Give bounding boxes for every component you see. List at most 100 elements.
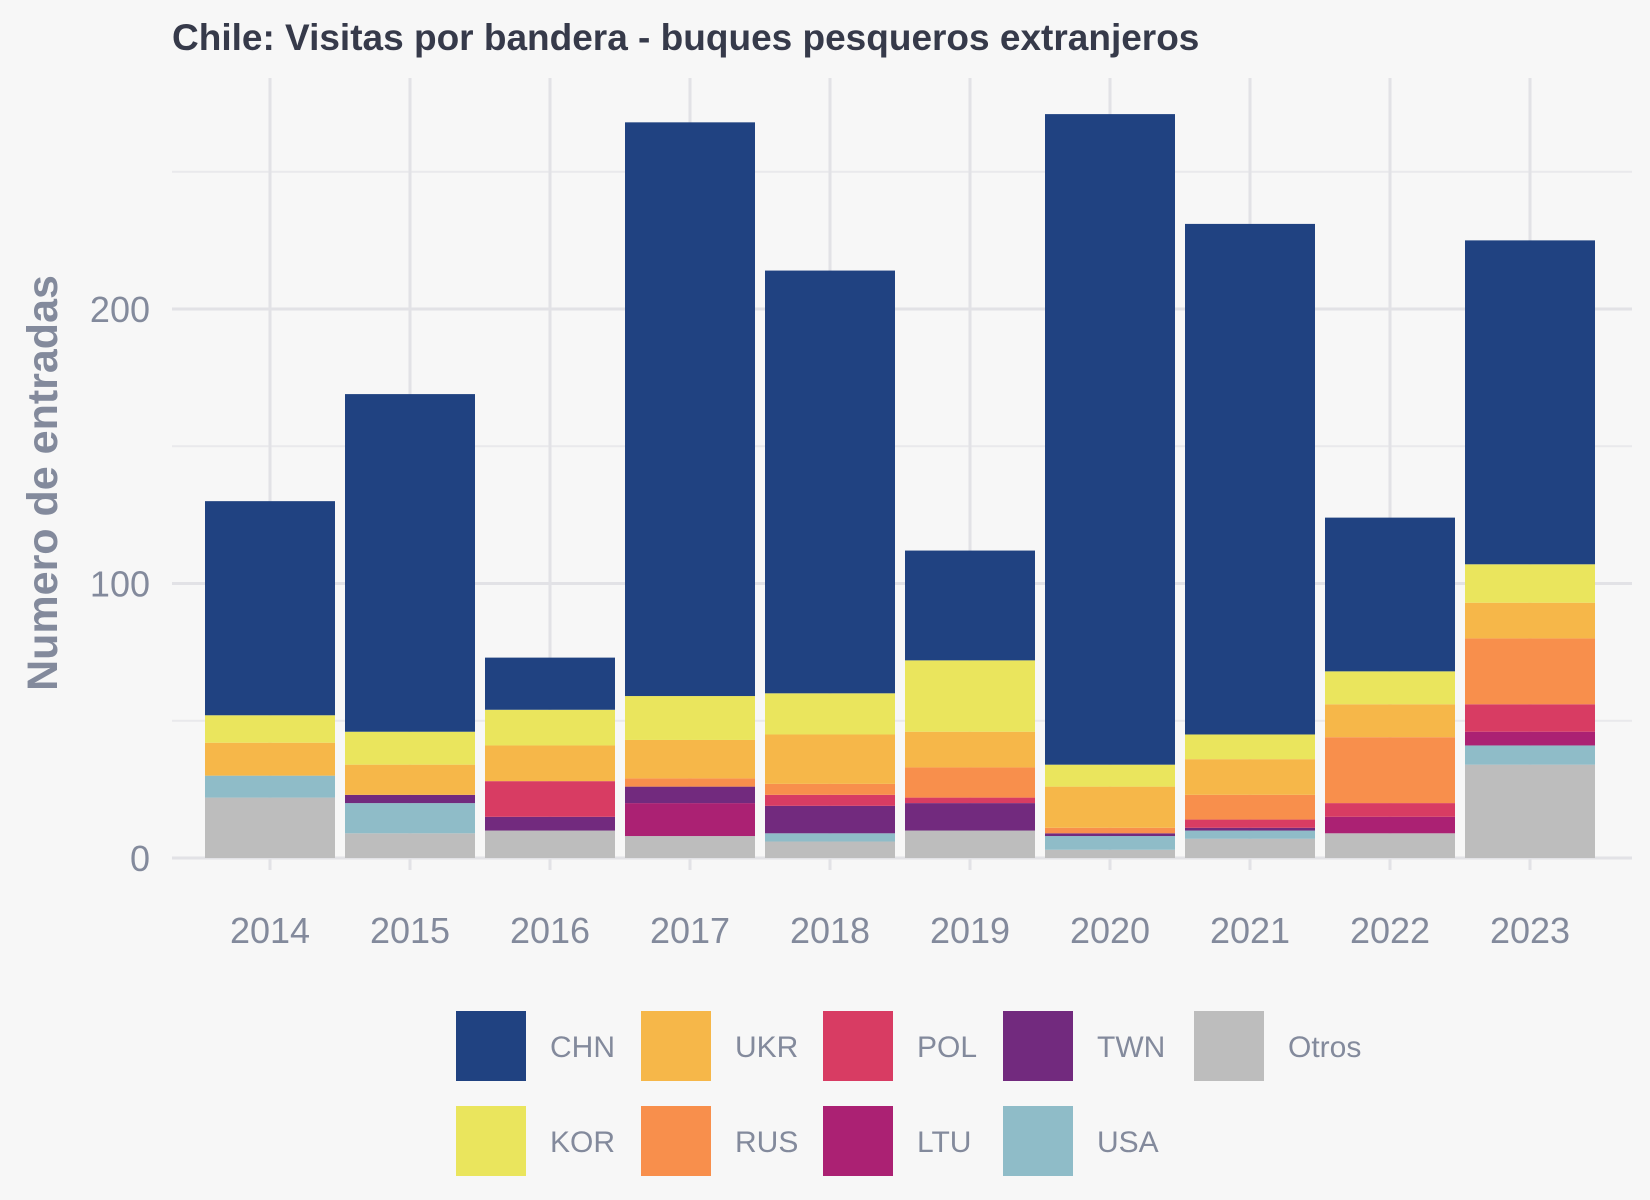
bar-segment-kor-2021	[1185, 734, 1315, 760]
x-tick-label: 2022	[1350, 910, 1430, 951]
bar-segment-chn-2017	[625, 122, 755, 697]
bar-segment-rus-2021	[1185, 794, 1315, 820]
y-tick-label: 200	[90, 289, 150, 330]
x-tick-label: 2023	[1490, 910, 1570, 951]
bar-segment-pol-2019	[905, 797, 1035, 804]
bar-segment-twn-2020	[1045, 833, 1175, 837]
bar-segment-otros-2015	[345, 833, 475, 858]
bar-segment-chn-2019	[905, 550, 1035, 661]
x-tick-label: 2014	[230, 910, 310, 951]
bar-segment-twn-2017	[625, 786, 755, 804]
bar-segment-kor-2014	[205, 715, 335, 743]
bar-segment-usa-2014	[205, 775, 335, 798]
x-tick-label: 2021	[1210, 910, 1290, 951]
legend-swatch-ltu	[823, 1106, 893, 1176]
bar-segment-pol-2021	[1185, 819, 1315, 828]
bars-group	[205, 114, 1595, 858]
bar-segment-otros-2020	[1045, 849, 1175, 858]
bar-segment-rus-2019	[905, 767, 1035, 798]
legend-swatch-twn	[1003, 1011, 1073, 1081]
x-tick-label: 2015	[370, 910, 450, 951]
x-tick-label: 2020	[1070, 910, 1150, 951]
bar-segment-kor-2022	[1325, 671, 1455, 705]
bar-segment-kor-2020	[1045, 764, 1175, 787]
bar-segment-ukr-2017	[625, 739, 755, 779]
bar-segment-ukr-2020	[1045, 786, 1175, 828]
bar-segment-twn-2019	[905, 803, 1035, 831]
bar-segment-rus-2023	[1465, 638, 1595, 705]
bar-segment-twn-2021	[1185, 827, 1315, 831]
legend-label-twn: TWN	[1097, 1031, 1165, 1064]
bar-segment-pol-2023	[1465, 704, 1595, 732]
bar-segment-usa-2021	[1185, 830, 1315, 839]
bar-segment-chn-2015	[345, 394, 475, 732]
legend-swatch-rus	[641, 1106, 711, 1176]
bar-segment-chn-2020	[1045, 114, 1175, 765]
y-tick-label: 100	[90, 564, 150, 605]
bar-segment-twn-2016	[485, 816, 615, 831]
bar-segment-ukr-2021	[1185, 759, 1315, 795]
legend-label-ukr: UKR	[735, 1031, 798, 1064]
x-tick-label: 2017	[650, 910, 730, 951]
bar-segment-chn-2022	[1325, 517, 1455, 672]
x-tick-label: 2016	[510, 910, 590, 951]
legend-label-pol: POL	[917, 1031, 977, 1064]
bar-segment-kor-2017	[625, 696, 755, 740]
legend-label-ltu: LTU	[917, 1126, 971, 1159]
bar-segment-rus-2017	[625, 778, 755, 787]
bar-segment-kor-2023	[1465, 564, 1595, 603]
bar-segment-pol-2022	[1325, 803, 1455, 817]
bar-segment-twn-2018	[765, 805, 895, 834]
bar-segment-chn-2016	[485, 657, 615, 710]
bar-segment-ukr-2022	[1325, 704, 1455, 738]
bar-segment-chn-2021	[1185, 223, 1315, 735]
bar-segment-chn-2023	[1465, 240, 1595, 565]
bar-segment-kor-2018	[765, 693, 895, 735]
y-tick-label: 0	[130, 838, 150, 879]
bar-segment-otros-2016	[485, 830, 615, 858]
bar-segment-otros-2014	[205, 797, 335, 858]
legend-label-chn: CHN	[550, 1031, 615, 1064]
bar-segment-rus-2022	[1325, 737, 1455, 804]
legend: CHN UKR POL TWN Otros KOR RUS LTU USA	[456, 1011, 1361, 1176]
bar-segment-usa-2018	[765, 833, 895, 842]
legend-swatch-usa	[1003, 1106, 1073, 1176]
legend-swatch-kor	[456, 1106, 526, 1176]
bar-segment-ukr-2015	[345, 764, 475, 795]
bar-segment-otros-2023	[1465, 764, 1595, 858]
chart-title: Chile: Visitas por bandera - buques pesq…	[172, 17, 1199, 58]
x-tick-label: 2019	[930, 910, 1010, 951]
legend-swatch-chn	[456, 1011, 526, 1081]
bar-segment-otros-2018	[765, 841, 895, 858]
legend-label-otros: Otros	[1288, 1031, 1361, 1064]
bar-segment-ltu-2022	[1325, 816, 1455, 834]
bar-segment-kor-2016	[485, 709, 615, 746]
bar-segment-pol-2016	[485, 781, 615, 817]
bar-segment-ukr-2019	[905, 731, 1035, 768]
legend-swatch-otros	[1194, 1011, 1264, 1081]
legend-label-usa: USA	[1097, 1126, 1159, 1159]
bar-segment-twn-2015	[345, 794, 475, 804]
bar-segment-ukr-2023	[1465, 602, 1595, 639]
bar-segment-rus-2018	[765, 783, 895, 795]
bar-segment-ukr-2016	[485, 745, 615, 782]
bar-segment-kor-2015	[345, 731, 475, 765]
x-tick-label: 2018	[790, 910, 870, 951]
bar-segment-usa-2015	[345, 803, 475, 834]
bar-segment-otros-2021	[1185, 838, 1315, 858]
legend-label-kor: KOR	[550, 1126, 615, 1159]
bar-segment-rus-2020	[1045, 827, 1175, 834]
bar-segment-ltu-2023	[1465, 731, 1595, 746]
bar-segment-pol-2018	[765, 794, 895, 806]
x-axis-ticks: 2014 2015 2016 2017 2018 2019 2020 2021 2022 2023	[230, 910, 1570, 951]
y-axis-label: Numero de entradas	[19, 275, 67, 691]
bar-segment-ltu-2017	[625, 803, 755, 837]
bar-segment-kor-2019	[905, 660, 1035, 732]
bar-segment-ukr-2014	[205, 742, 335, 776]
legend-label-rus: RUS	[735, 1126, 798, 1159]
bar-segment-otros-2022	[1325, 833, 1455, 858]
bar-segment-chn-2018	[765, 270, 895, 694]
legend-swatch-ukr	[641, 1011, 711, 1081]
bar-segment-usa-2023	[1465, 745, 1595, 765]
